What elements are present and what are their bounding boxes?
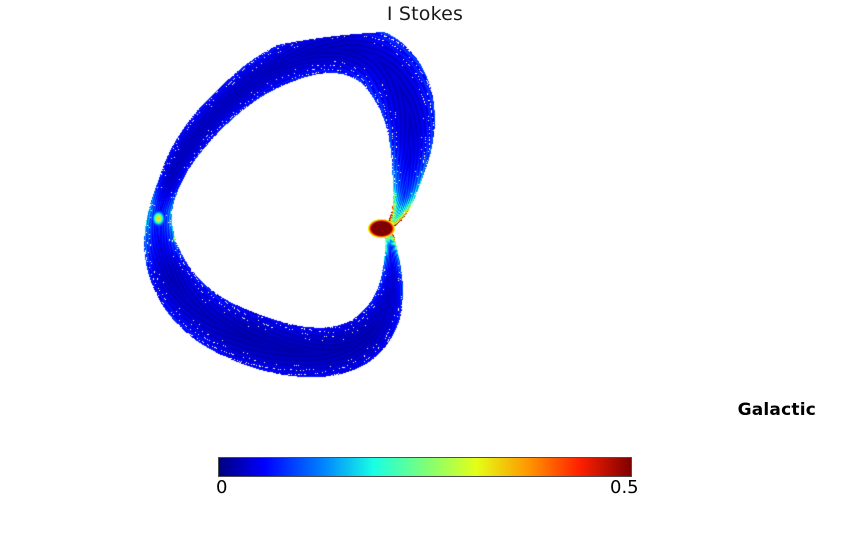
colorbar-min-label: 0 bbox=[216, 477, 228, 498]
page-title: I Stokes bbox=[386, 3, 464, 25]
colorbar bbox=[218, 457, 632, 477]
colorbar-max-label: 0.5 bbox=[610, 477, 639, 498]
colorbar-gradient bbox=[218, 457, 632, 477]
coordinate-system-label: Galactic bbox=[737, 400, 816, 420]
